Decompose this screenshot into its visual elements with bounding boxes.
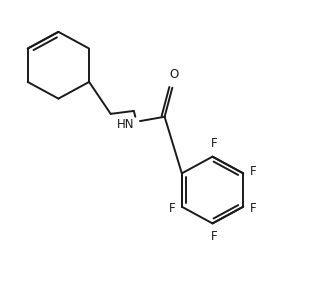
- Text: F: F: [211, 137, 217, 150]
- Text: F: F: [250, 165, 257, 178]
- Text: F: F: [250, 202, 257, 215]
- Text: F: F: [169, 202, 175, 215]
- Text: HN: HN: [117, 117, 135, 130]
- Text: O: O: [169, 68, 179, 81]
- Text: F: F: [211, 230, 217, 243]
